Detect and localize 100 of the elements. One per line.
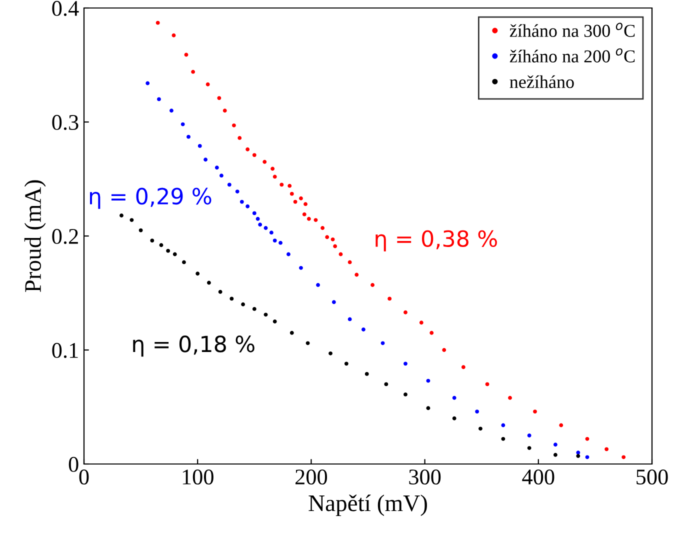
x-tick-label: 200 (296, 470, 328, 484)
point (348, 317, 352, 322)
point (442, 348, 446, 352)
point (354, 272, 359, 277)
point (328, 351, 332, 356)
point (272, 174, 277, 179)
point (182, 260, 186, 264)
point (252, 211, 256, 216)
point (585, 436, 590, 441)
point (278, 240, 282, 245)
point (272, 238, 277, 243)
point (272, 320, 277, 324)
point (348, 260, 352, 264)
y-tick-label: 0 (68, 456, 78, 472)
point (156, 20, 160, 25)
point (269, 230, 274, 235)
point (120, 214, 124, 218)
point (246, 204, 250, 208)
x-tick-label: 400 (522, 470, 554, 484)
point (461, 365, 466, 370)
point (198, 144, 202, 148)
point (527, 434, 532, 438)
point (172, 252, 177, 256)
point (172, 33, 176, 38)
point (299, 266, 303, 270)
point (157, 97, 161, 102)
point (217, 96, 222, 100)
point (204, 158, 208, 162)
y-tick-label: 0.1 (52, 342, 78, 358)
point (325, 235, 330, 240)
point (404, 362, 408, 366)
annotation: η = 0,29 % (90, 188, 212, 209)
point (264, 226, 268, 230)
point (380, 341, 385, 346)
point (604, 447, 609, 452)
point (553, 442, 558, 447)
point (388, 296, 392, 301)
point (585, 455, 590, 460)
point (316, 283, 320, 287)
point (302, 212, 306, 216)
point (252, 153, 256, 158)
point (184, 52, 188, 57)
point (304, 202, 308, 206)
y-tick-label: 0.4 (52, 0, 79, 16)
point (206, 82, 210, 86)
point (320, 226, 325, 230)
point (527, 446, 532, 450)
point (222, 108, 227, 113)
x-tick-label: 100 (182, 470, 214, 484)
point (533, 410, 537, 414)
point (146, 81, 150, 86)
point (501, 436, 506, 441)
point (485, 382, 490, 386)
point (333, 244, 338, 248)
point (219, 174, 224, 178)
point (384, 382, 388, 386)
point (258, 222, 262, 227)
point (170, 108, 174, 113)
point (475, 410, 480, 414)
point (235, 190, 240, 194)
point (138, 228, 143, 232)
point (286, 252, 290, 256)
point (314, 218, 318, 222)
point (364, 372, 369, 376)
point (238, 136, 242, 140)
x-tick-label: 500 (636, 470, 668, 484)
point (361, 328, 366, 332)
y-axis-title: Proud (mA) (24, 180, 46, 292)
point (232, 123, 236, 128)
point (230, 296, 234, 301)
point (293, 200, 298, 204)
point (501, 423, 506, 428)
point (338, 252, 343, 256)
point (404, 392, 408, 396)
point (227, 182, 232, 187)
point (270, 166, 275, 171)
point (150, 238, 154, 243)
legend-label: nežíháno (510, 75, 574, 88)
point (262, 160, 267, 164)
point (306, 341, 310, 346)
y-tick-label: 0.3 (52, 114, 78, 130)
point (240, 200, 244, 204)
point (404, 310, 408, 314)
point (290, 192, 294, 196)
point (206, 280, 211, 285)
point (452, 416, 456, 420)
point (508, 396, 512, 400)
point (452, 396, 456, 400)
point (330, 237, 335, 242)
point (256, 216, 260, 221)
point (191, 70, 196, 74)
point (306, 216, 311, 221)
point (370, 283, 375, 287)
point (559, 423, 564, 428)
point (553, 452, 558, 457)
annotation: η = 0,38 % (376, 230, 497, 252)
x-axis-title: Napětí (mV) (308, 494, 427, 516)
point (622, 455, 626, 460)
point (288, 184, 292, 188)
point (332, 300, 336, 304)
